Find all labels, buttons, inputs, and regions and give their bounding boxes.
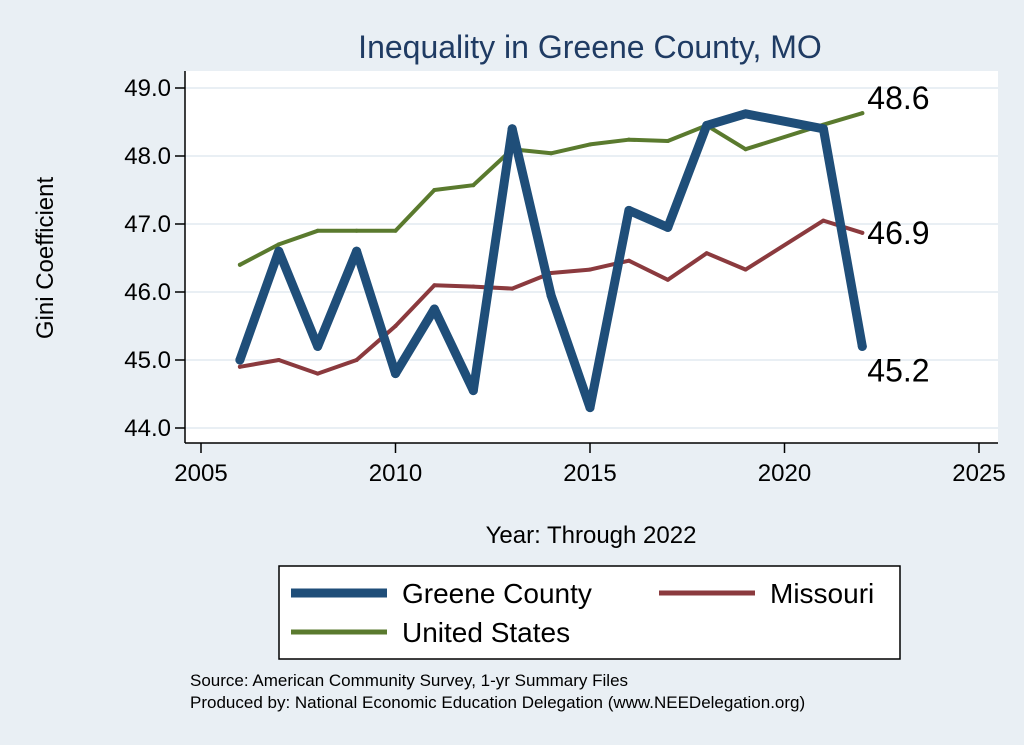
data-point-greene-county (391, 369, 400, 379)
data-point-united-states (237, 262, 242, 267)
data-point-greene-county (546, 290, 556, 300)
data-point-united-states (354, 228, 359, 233)
x-tick-label: 2025 (952, 460, 1005, 487)
data-point-united-states (626, 137, 631, 142)
legend: Greene County Missouri United States (278, 565, 901, 660)
y-axis: 44.0 45.0 46.0 47.0 48.0 49.0 (124, 71, 186, 443)
x-axis: 2005 2010 2015 2020 2025 (174, 442, 1006, 487)
data-point-missouri (665, 277, 670, 282)
data-point-missouri (393, 324, 398, 328)
end-label-greene-county: 45.2 (867, 352, 929, 388)
end-label-united-states: 48.6 (867, 80, 929, 116)
legend-label-greene-county: Greene County (402, 578, 592, 609)
data-point-united-states (432, 188, 437, 192)
data-point-united-states (743, 147, 748, 152)
data-point-missouri (237, 364, 242, 369)
data-point-greene-county (468, 386, 478, 396)
x-axis-title: Year: Through 2022 (486, 522, 697, 549)
data-point-greene-county (352, 246, 362, 256)
x-tick-label: 2010 (369, 460, 422, 487)
data-point-united-states (471, 183, 476, 188)
data-point-united-states (665, 139, 670, 144)
data-point-united-states (315, 228, 320, 233)
series-line-greene-county (235, 109, 867, 413)
data-point-greene-county (702, 120, 712, 130)
producer-note: Produced by: National Economic Education… (190, 693, 805, 712)
data-point-greene-county (663, 222, 673, 232)
x-tick-label: 2015 (563, 460, 616, 487)
gridlines (185, 87, 998, 429)
source-note: Source: American Community Survey, 1-yr … (190, 671, 628, 690)
series-line-united-states (237, 111, 865, 267)
data-point-greene-county (507, 124, 517, 134)
y-tick-label: 44.0 (124, 415, 171, 442)
legend-label-missouri: Missouri (770, 578, 874, 609)
data-point-greene-county (857, 341, 867, 351)
data-point-united-states (276, 242, 281, 247)
data-point-missouri (588, 267, 592, 272)
data-point-greene-county (274, 246, 284, 256)
x-tick-label: 2020 (758, 460, 811, 487)
y-axis-title: Gini Coefficient (32, 177, 59, 340)
data-point-greene-county (585, 403, 595, 413)
data-point-united-states (588, 142, 592, 147)
legend-label-united-states: United States (402, 617, 570, 648)
y-tick-label: 49.0 (124, 75, 171, 102)
data-point-united-states (393, 228, 398, 233)
data-point-missouri (860, 230, 865, 235)
data-point-missouri (626, 258, 631, 263)
y-tick-label: 46.0 (124, 279, 171, 306)
data-point-missouri (471, 284, 476, 289)
data-point-united-states (860, 111, 865, 116)
data-point-greene-county (741, 109, 751, 119)
data-point-missouri (432, 283, 437, 288)
data-point-missouri (315, 371, 320, 376)
data-point-missouri (354, 358, 359, 362)
data-point-greene-county (235, 355, 245, 365)
data-point-missouri (510, 286, 515, 291)
end-label-missouri: 46.9 (867, 215, 929, 251)
data-point-missouri (276, 358, 281, 362)
series-lines (235, 109, 867, 413)
x-tick-label: 2005 (174, 460, 227, 487)
data-point-united-states (549, 151, 554, 156)
end-labels: 45.2 46.9 48.6 (867, 80, 929, 388)
data-point-greene-county (624, 205, 634, 215)
data-point-missouri (821, 218, 826, 223)
data-point-greene-county (429, 304, 439, 314)
data-point-greene-county (818, 124, 828, 134)
data-point-missouri (704, 251, 709, 256)
y-tick-label: 47.0 (124, 211, 171, 238)
y-tick-label: 48.0 (124, 143, 171, 170)
chart-title: Inequality in Greene County, MO (358, 29, 822, 65)
series-line-missouri (237, 218, 865, 376)
y-tick-label: 45.0 (124, 347, 171, 374)
data-point-greene-county (313, 341, 323, 351)
data-point-missouri (743, 267, 748, 272)
legend-box (278, 565, 901, 660)
